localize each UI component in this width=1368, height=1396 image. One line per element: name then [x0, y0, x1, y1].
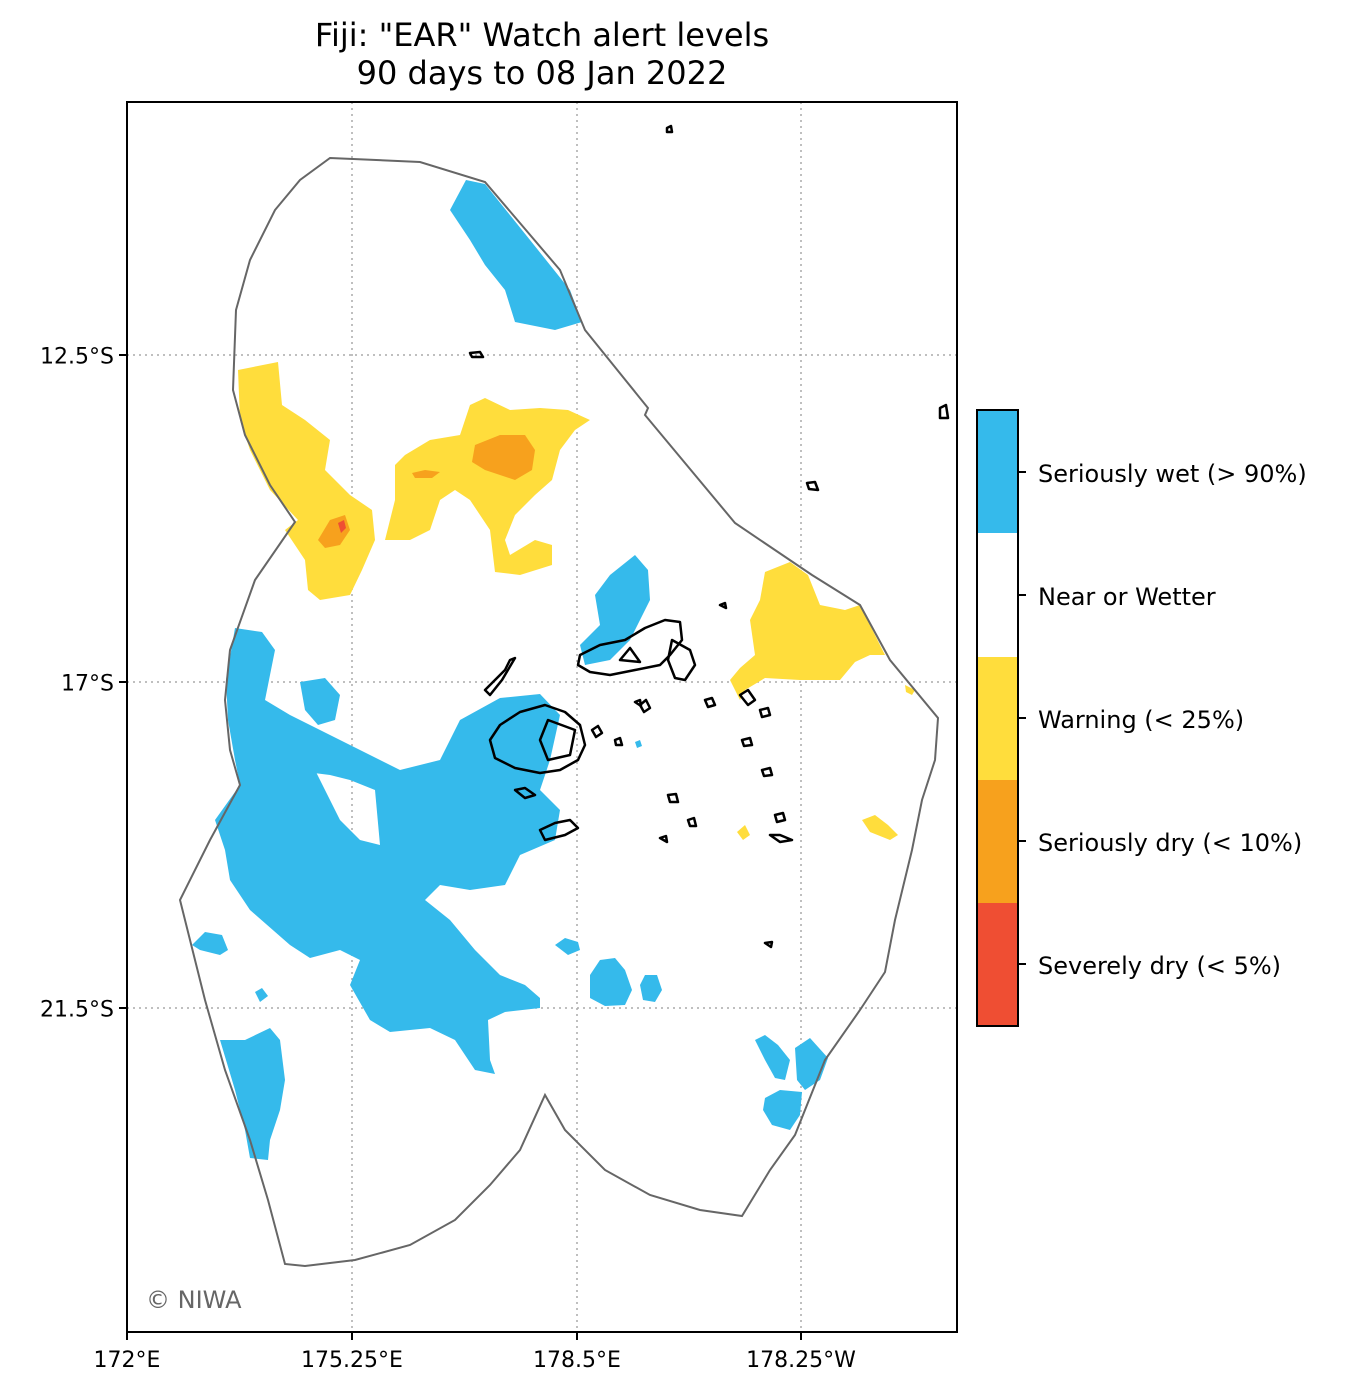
wet-region-south-centre-b	[640, 975, 662, 1002]
y-tick-label-3: 21.5°S	[40, 997, 114, 1023]
wet-region-lower-left	[220, 1028, 285, 1160]
island-north-1	[468, 350, 485, 359]
legend-label-warning: Warning (< 25%)	[1038, 706, 1245, 734]
map-title: Fiji: "EAR" Watch alert levels 90 days t…	[126, 16, 958, 92]
island-lau-8	[768, 833, 794, 844]
warning-region-small	[737, 825, 750, 840]
island-ovalau	[590, 724, 604, 739]
island-south-3	[613, 736, 624, 747]
island-rotuma	[665, 124, 674, 134]
island-lau-3	[758, 706, 772, 719]
island-outlines	[468, 124, 950, 949]
severely-dry-regions	[338, 520, 346, 533]
wet-region-dot-centre	[635, 740, 642, 748]
island-viti-levu	[488, 703, 587, 775]
dry-region-north-centre	[472, 435, 535, 480]
warning-region-north-centre	[385, 398, 590, 575]
y-tick-label-2: 17°S	[61, 671, 114, 697]
island-east-2	[805, 480, 820, 492]
severe-region-northwest	[338, 520, 346, 533]
warning-region-east-tip	[905, 685, 915, 695]
legend-label-near-or-wetter: Near or Wetter	[1038, 583, 1216, 611]
x-tick-label-3: 178.5°E	[533, 1348, 621, 1373]
legend-colorbar	[977, 410, 1018, 1026]
legend-label-seriously-dry: Seriously dry (< 10%)	[1038, 829, 1303, 857]
legend-label-seriously-wet: Seriously wet (> 90%)	[1038, 460, 1307, 488]
wet-region-small-blob-1	[300, 678, 340, 725]
island-kadavu	[538, 818, 580, 842]
wet-region-dot-left	[255, 988, 268, 1002]
x-tick-label-1: 172°E	[93, 1348, 161, 1373]
wet-region-south-east-a	[755, 1035, 790, 1080]
map-frame	[126, 101, 958, 1333]
warning-region-northwest	[238, 362, 375, 600]
legend-swatch-seriously-wet	[977, 410, 1018, 533]
island-lau-2	[738, 688, 757, 707]
wet-region-small-left	[192, 932, 228, 955]
island-lau-4	[740, 736, 754, 748]
warning-region-southeast	[862, 815, 898, 840]
island-lau-10	[658, 834, 669, 844]
island-east-1	[938, 403, 950, 420]
wet-region-south-east-b	[795, 1038, 828, 1090]
seriously-wet-regions	[192, 180, 828, 1160]
wet-region-south-centre-a	[590, 958, 632, 1006]
legend-label-severely-dry: Severely dry (< 5%)	[1038, 952, 1282, 980]
island-lau-6	[666, 792, 680, 804]
island-lau-1	[703, 696, 717, 709]
wet-region-south-centre-c	[555, 938, 580, 955]
title-line-1: Fiji: "EAR" Watch alert levels	[314, 16, 770, 54]
wet-region-west-south	[215, 628, 560, 1074]
legend-swatch-severely-dry	[977, 903, 1018, 1026]
island-south-1	[763, 940, 774, 949]
x-tick-label-4: 178.25°W	[746, 1348, 856, 1373]
wet-region-north	[450, 180, 582, 330]
island-south-4	[718, 601, 728, 610]
niwa-credit: © NIWA	[146, 1286, 242, 1314]
island-beqa	[513, 786, 537, 800]
x-tick-label-2: 175.25°E	[301, 1348, 403, 1373]
dry-region-small-1	[412, 470, 440, 478]
legend-swatch-seriously-dry	[977, 780, 1018, 903]
legend-swatch-near-or-wetter	[977, 533, 1018, 657]
legend-ticks	[1018, 471, 1026, 965]
island-lau-5	[760, 766, 774, 778]
island-south-2	[633, 698, 643, 708]
wet-region-central-north	[580, 555, 650, 665]
warning-region-east	[730, 562, 885, 700]
legend-swatch-warning	[977, 657, 1018, 780]
eez-boundary	[178, 156, 940, 1268]
island-yasawa	[483, 656, 517, 697]
gridlines	[127, 102, 957, 1332]
island-lau-7	[773, 811, 787, 824]
title-line-2: 90 days to 08 Jan 2022	[356, 54, 728, 92]
y-tick-label-1: 12.5°S	[40, 344, 114, 370]
island-koro	[638, 698, 652, 714]
island-lau-9	[686, 816, 698, 828]
island-taveuni	[666, 638, 697, 682]
seriously-dry-regions	[318, 435, 535, 548]
axis-ticks	[119, 354, 802, 1340]
island-vanua-levu	[576, 618, 684, 677]
wet-region-south-east-c	[763, 1090, 802, 1130]
